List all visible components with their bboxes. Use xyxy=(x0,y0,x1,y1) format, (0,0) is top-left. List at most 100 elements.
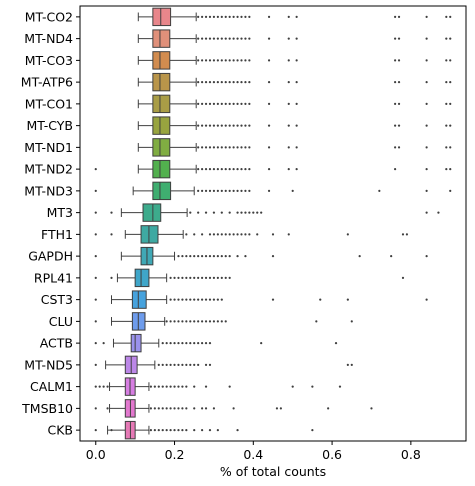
outlier-point xyxy=(209,364,211,366)
outlier-point xyxy=(209,320,211,322)
outlier-point xyxy=(158,386,160,388)
outlier-point xyxy=(177,277,179,279)
box-body xyxy=(141,226,158,243)
outlier-point xyxy=(209,190,211,192)
y-tick-label: ACTB xyxy=(40,336,73,351)
y-tick-label: TMSB10 xyxy=(21,401,73,416)
outlier-point xyxy=(225,59,227,61)
outlier-point xyxy=(150,429,152,431)
outlier-point xyxy=(177,364,179,366)
outlier-point xyxy=(398,125,400,127)
outlier-point xyxy=(201,233,203,235)
outlier-point xyxy=(177,255,179,257)
outlier-point xyxy=(213,103,215,105)
outlier-point xyxy=(213,212,215,214)
outlier-point xyxy=(193,342,195,344)
outlier-point xyxy=(197,103,199,105)
outlier-point xyxy=(229,16,231,18)
outlier-point xyxy=(95,212,97,214)
outlier-point xyxy=(236,429,238,431)
outlier-point xyxy=(201,146,203,148)
outlier-point xyxy=(449,168,451,170)
outlier-point xyxy=(248,146,250,148)
outlier-point xyxy=(197,59,199,61)
outlier-point xyxy=(95,255,97,257)
outlier-point xyxy=(225,125,227,127)
outlier-point xyxy=(201,320,203,322)
outlier-point xyxy=(221,125,223,127)
box-body xyxy=(135,269,149,286)
outlier-point xyxy=(205,255,207,257)
outlier-point xyxy=(221,38,223,40)
outlier-point xyxy=(110,277,112,279)
outlier-point xyxy=(169,342,171,344)
outlier-point xyxy=(201,190,203,192)
outlier-point xyxy=(268,125,270,127)
outlier-point xyxy=(189,320,191,322)
outlier-point xyxy=(244,125,246,127)
outlier-point xyxy=(197,38,199,40)
outlier-point xyxy=(296,81,298,83)
y-tick-label: MT-ND5 xyxy=(24,357,73,372)
outlier-point xyxy=(169,407,171,409)
outlier-point xyxy=(426,103,428,105)
x-tick-label: 0.2 xyxy=(165,447,185,462)
outlier-point xyxy=(166,386,168,388)
outlier-point xyxy=(213,125,215,127)
outlier-point xyxy=(201,81,203,83)
outlier-point xyxy=(229,233,231,235)
outlier-point xyxy=(449,103,451,105)
outlier-point xyxy=(197,212,199,214)
outlier-point xyxy=(288,59,290,61)
outlier-point xyxy=(221,277,223,279)
outlier-point xyxy=(213,233,215,235)
outlier-point xyxy=(197,255,199,257)
outlier-point xyxy=(177,320,179,322)
outlier-point xyxy=(181,364,183,366)
outlier-point xyxy=(426,255,428,257)
outlier-point xyxy=(248,16,250,18)
box-body xyxy=(143,204,161,221)
outlier-point xyxy=(244,255,246,257)
outlier-point xyxy=(185,342,187,344)
outlier-point xyxy=(244,233,246,235)
outlier-point xyxy=(296,146,298,148)
outlier-point xyxy=(181,255,183,257)
outlier-point xyxy=(221,190,223,192)
outlier-point xyxy=(162,429,164,431)
box-body xyxy=(132,291,146,308)
outlier-point xyxy=(236,59,238,61)
outlier-point xyxy=(351,364,353,366)
outlier-point xyxy=(229,81,231,83)
outlier-point xyxy=(209,429,211,431)
outlier-point xyxy=(209,168,211,170)
outlier-point xyxy=(209,38,211,40)
outlier-point xyxy=(173,277,175,279)
outlier-point xyxy=(95,407,97,409)
outlier-point xyxy=(205,38,207,40)
outlier-point xyxy=(201,342,203,344)
outlier-point xyxy=(95,386,97,388)
outlier-point xyxy=(288,233,290,235)
outlier-point xyxy=(426,59,428,61)
outlier-point xyxy=(248,190,250,192)
outlier-point xyxy=(217,38,219,40)
outlier-point xyxy=(426,299,428,301)
outlier-point xyxy=(205,190,207,192)
outlier-point xyxy=(166,320,168,322)
outlier-point xyxy=(181,299,183,301)
outlier-point xyxy=(233,81,235,83)
outlier-point xyxy=(173,364,175,366)
outlier-point xyxy=(193,429,195,431)
outlier-point xyxy=(173,342,175,344)
outlier-point xyxy=(197,342,199,344)
outlier-point xyxy=(209,16,211,18)
outlier-point xyxy=(177,342,179,344)
outlier-point xyxy=(449,146,451,148)
outlier-point xyxy=(209,277,211,279)
outlier-point xyxy=(221,103,223,105)
outlier-point xyxy=(95,320,97,322)
outlier-point xyxy=(173,386,175,388)
outlier-point xyxy=(99,386,101,388)
outlier-point xyxy=(173,407,175,409)
